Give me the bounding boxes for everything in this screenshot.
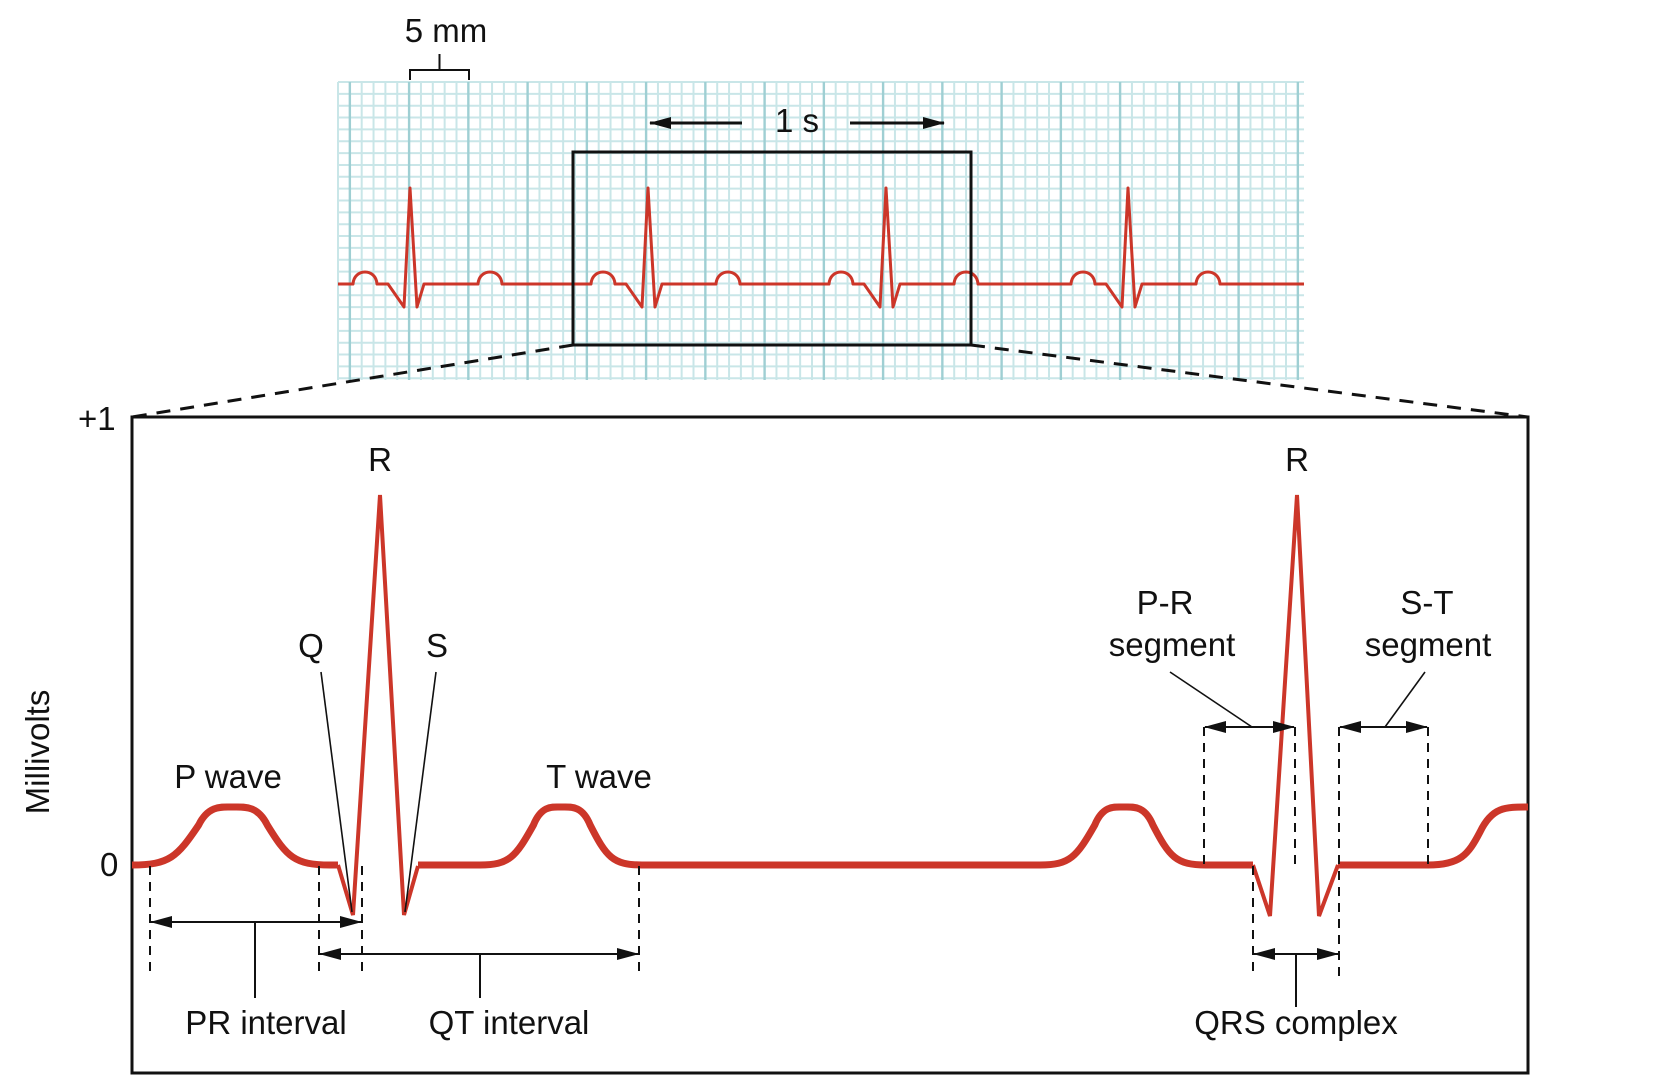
q-label: Q <box>298 627 324 664</box>
q-leader-line <box>320 671 353 913</box>
interval-reference-lines <box>149 727 1429 980</box>
detail-panel-frame <box>130 415 1530 1075</box>
t-wave-label: T wave <box>546 758 652 795</box>
pr-segment-leader <box>1169 671 1253 728</box>
y-axis-zero-tick: 0 <box>100 846 119 883</box>
pr-segment-label-line1: P-R <box>1136 584 1194 621</box>
r-label-left: R <box>368 441 392 478</box>
qrs-complex-label: QRS complex <box>1194 1004 1398 1041</box>
p-wave-label: P wave <box>174 758 282 795</box>
ecg-detail-trace <box>131 803 1529 869</box>
y-axis-label: Millivolts <box>19 689 56 815</box>
s-leader-line <box>404 671 437 913</box>
st-segment-leader <box>1384 671 1426 728</box>
st-segment-label-line1: S-T <box>1400 584 1454 621</box>
y-axis-top-tick: +1 <box>78 400 116 437</box>
s-label: S <box>425 627 449 664</box>
pr-segment-label-line2: segment <box>1108 626 1236 663</box>
ecg-paper-grid <box>337 81 1304 380</box>
ecg-strip-trace <box>338 186 1304 309</box>
pr-interval-label: PR interval <box>185 1004 347 1041</box>
qrs-spike-right <box>1251 494 1340 917</box>
qt-interval-label: QT interval <box>428 1004 590 1041</box>
zoom-selection-box <box>571 150 973 347</box>
st-segment-label-line2: segment <box>1364 626 1492 663</box>
five-mm-label: 5 mm <box>404 12 488 49</box>
zoom-projection-line-left <box>131 343 574 419</box>
one-second-label: 1 s <box>774 102 820 139</box>
r-label-right: R <box>1285 441 1309 478</box>
zoom-projection-line-right <box>970 343 1529 419</box>
qrs-spike-left <box>336 494 420 916</box>
five-mm-bracket <box>409 54 470 80</box>
